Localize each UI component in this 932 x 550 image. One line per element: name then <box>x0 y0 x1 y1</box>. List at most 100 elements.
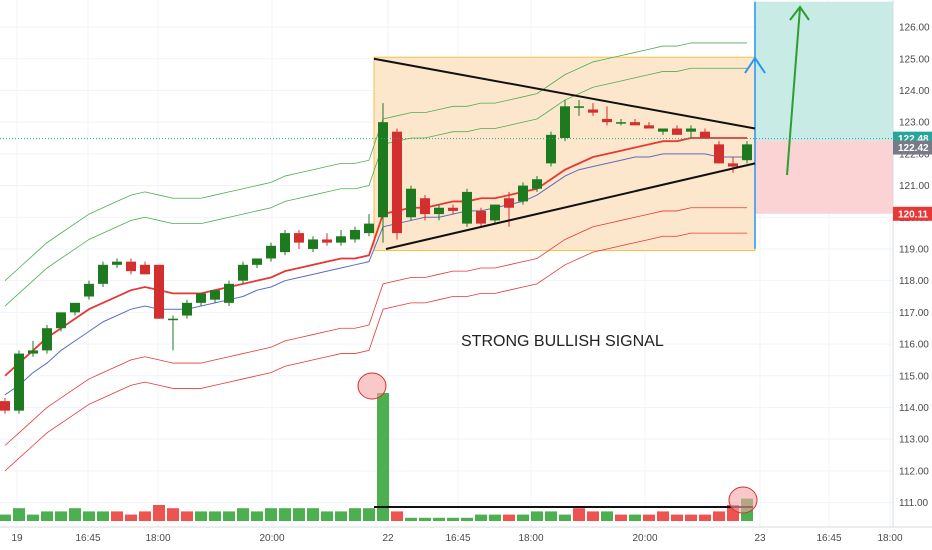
candle-body <box>602 118 612 123</box>
volume-bar <box>503 514 515 521</box>
stop-zone <box>755 140 893 214</box>
y-tick-label: 115.00 <box>899 371 929 382</box>
candle-body <box>154 264 164 319</box>
candle-body <box>168 318 178 321</box>
candle-body <box>224 283 234 303</box>
candle-body <box>364 223 374 234</box>
candle-body <box>28 350 38 354</box>
y-tick-label: 125.00 <box>899 54 930 65</box>
volume-bar <box>601 511 613 521</box>
price-label-box <box>893 206 932 221</box>
volume-bar <box>13 508 25 521</box>
candle-body <box>42 328 52 351</box>
volume-bar <box>461 517 473 521</box>
candle-body <box>588 109 598 113</box>
candle-body <box>728 163 738 167</box>
y-tick-label: 117.00 <box>899 308 929 319</box>
candle-body <box>14 353 24 411</box>
volume-bar <box>41 511 53 521</box>
volume-bar <box>293 508 305 521</box>
volume-bar <box>167 508 179 521</box>
candle-body <box>84 283 94 297</box>
candle-body <box>210 290 220 300</box>
volume-bar <box>713 511 725 521</box>
x-tick-label: 18:00 <box>518 533 543 544</box>
volume-bar <box>321 511 333 521</box>
volume-bar <box>69 508 81 521</box>
breakout-chevron <box>744 56 766 74</box>
candle-body <box>196 293 206 303</box>
x-tick-label: 18:00 <box>145 533 170 544</box>
volume-bar <box>335 511 347 521</box>
y-tick-label: 126.00 <box>899 23 930 34</box>
candle-body <box>448 207 458 211</box>
candle-body <box>392 131 402 234</box>
volume-bars <box>0 393 753 521</box>
candle-body <box>98 264 108 284</box>
candle-body <box>308 239 318 249</box>
volume-bar <box>279 508 291 521</box>
candle-body <box>378 122 388 218</box>
candle-body <box>644 125 654 129</box>
candle-body <box>140 264 150 275</box>
candle-body <box>658 128 668 132</box>
x-tick-label: 16:45 <box>75 533 100 544</box>
candle-body <box>742 144 752 161</box>
candle-body <box>70 302 80 313</box>
candle-body <box>182 302 192 316</box>
x-tick-label: 20:00 <box>632 533 657 544</box>
candle-body <box>490 204 500 221</box>
x-tick-label: 16:45 <box>816 533 841 544</box>
band-basis <box>4 137 747 377</box>
volume-bar <box>531 511 543 521</box>
volume-bar <box>643 514 655 521</box>
signal-annotation: STRONG BULLISH SIGNAL <box>461 333 664 350</box>
x-tick-label: 18:00 <box>877 533 902 544</box>
volume-bar <box>111 511 123 521</box>
candle-body <box>462 191 472 224</box>
volume-bar <box>629 514 641 521</box>
volume-bar <box>517 514 529 521</box>
volume-bar <box>363 508 375 521</box>
candle-body <box>280 233 290 253</box>
volume-bar <box>153 505 165 521</box>
target-arrowhead <box>789 5 810 21</box>
price-label-box <box>893 140 932 155</box>
band-upper1 <box>4 67 747 307</box>
y-tick-label: 113.00 <box>899 435 929 446</box>
band-lower1 <box>4 207 747 446</box>
volume-spike-circle <box>357 372 387 400</box>
x-tick-label: 16:45 <box>445 533 470 544</box>
x-tick-label: 23 <box>754 533 766 544</box>
volume-bar <box>615 514 627 521</box>
price-label: 120.11 <box>898 209 928 220</box>
candle-body <box>476 210 486 224</box>
volume-bar <box>671 514 683 521</box>
y-tick-label: 121.00 <box>899 181 930 192</box>
volume-bar <box>405 517 417 521</box>
price-label: 122.48 <box>898 134 929 145</box>
triangle-upper-line <box>373 57 756 130</box>
volume-bar <box>433 517 445 521</box>
volume-bar <box>419 517 431 521</box>
y-tick-label: 118.00 <box>899 276 929 287</box>
volume-bar <box>55 511 67 521</box>
price-label: 122.42 <box>898 143 929 154</box>
y-tick-label: 114.00 <box>899 403 929 414</box>
band-lower2 <box>4 232 747 472</box>
candle-body <box>350 229 360 240</box>
volume-bar <box>391 511 403 521</box>
drawings <box>0 5 893 514</box>
candle-body <box>322 239 332 243</box>
x-tick-label: 20:00 <box>259 533 284 544</box>
y-tick-label: 119.00 <box>899 244 929 255</box>
volume-bar <box>27 514 39 521</box>
band-ma <box>4 153 747 396</box>
volume-bar <box>475 514 487 521</box>
volume-bar <box>237 508 249 521</box>
volume-bar <box>83 511 95 521</box>
volume-bar <box>349 508 361 521</box>
candle-body <box>700 131 710 139</box>
volume-bar <box>265 508 277 521</box>
